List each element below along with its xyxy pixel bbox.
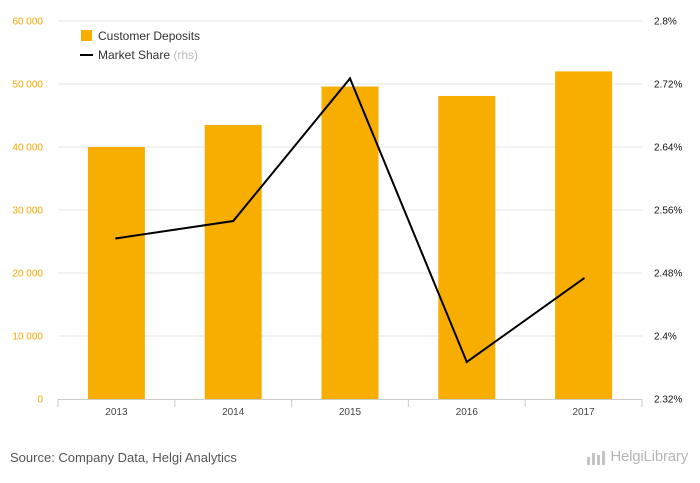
brand-logo: HelgiLibrary — [586, 448, 688, 465]
bar-chart-logo-icon — [587, 450, 606, 465]
bar-2013 — [87, 147, 145, 399]
legend-swatch-customer-deposits — [81, 30, 92, 41]
line-point-2016 — [465, 360, 468, 364]
bar-series — [87, 71, 613, 400]
brand-name: HelgiLibrary — [610, 448, 688, 465]
y-right-tick-label: 2.32% — [654, 395, 682, 406]
source-note: Source: Company Data, Helgi Analytics — [10, 450, 237, 465]
legend-label-customer-deposits: Customer Deposits — [98, 29, 200, 43]
y-right-tick-label: 2.8% — [654, 17, 677, 28]
y-left-tick-label: 40 000 — [12, 143, 43, 154]
y-left-tick-label: 50 000 — [12, 80, 43, 91]
y-left-tick-label: 60 000 — [12, 17, 43, 28]
x-tick-label: 2016 — [456, 407, 479, 418]
bar-2016 — [438, 95, 496, 399]
x-tick-label: 2015 — [339, 407, 362, 418]
line-point-2014 — [232, 219, 235, 223]
bar-2017 — [555, 71, 613, 400]
axes: 2013 2014 2015 2016 2017 0 10 000 20 000 30 000 4… — [12, 17, 682, 419]
bar-2014 — [204, 124, 262, 399]
legend: Customer Deposits Market Share (rhs) — [80, 29, 200, 62]
y-left-tick-label: 20 000 — [12, 269, 43, 280]
line-point-2013 — [115, 237, 118, 240]
legend-label-market-share: Market Share (rhs) — [98, 48, 198, 62]
y-right-tick-label: 2.56% — [654, 206, 682, 217]
y-right-tick-label: 2.72% — [654, 80, 682, 91]
legend-rhs-suffix: (rhs) — [173, 48, 198, 62]
line-point-2017 — [582, 277, 585, 280]
y-right-tick-label: 2.4% — [654, 332, 677, 343]
y-right-tick-label: 2.48% — [654, 269, 682, 280]
line-series — [115, 76, 585, 364]
x-tick-label: 2014 — [222, 407, 245, 418]
bar-2015 — [321, 86, 379, 400]
x-tick-label: 2017 — [572, 407, 595, 418]
y-left-tick-label: 0 — [37, 395, 43, 406]
y-left-tick-label: 10 000 — [12, 332, 43, 343]
line-point-2015 — [348, 77, 352, 80]
y-right-tick-label: 2.64% — [654, 143, 682, 154]
x-tick-label: 2013 — [105, 407, 128, 418]
y-left-tick-label: 30 000 — [12, 206, 43, 217]
